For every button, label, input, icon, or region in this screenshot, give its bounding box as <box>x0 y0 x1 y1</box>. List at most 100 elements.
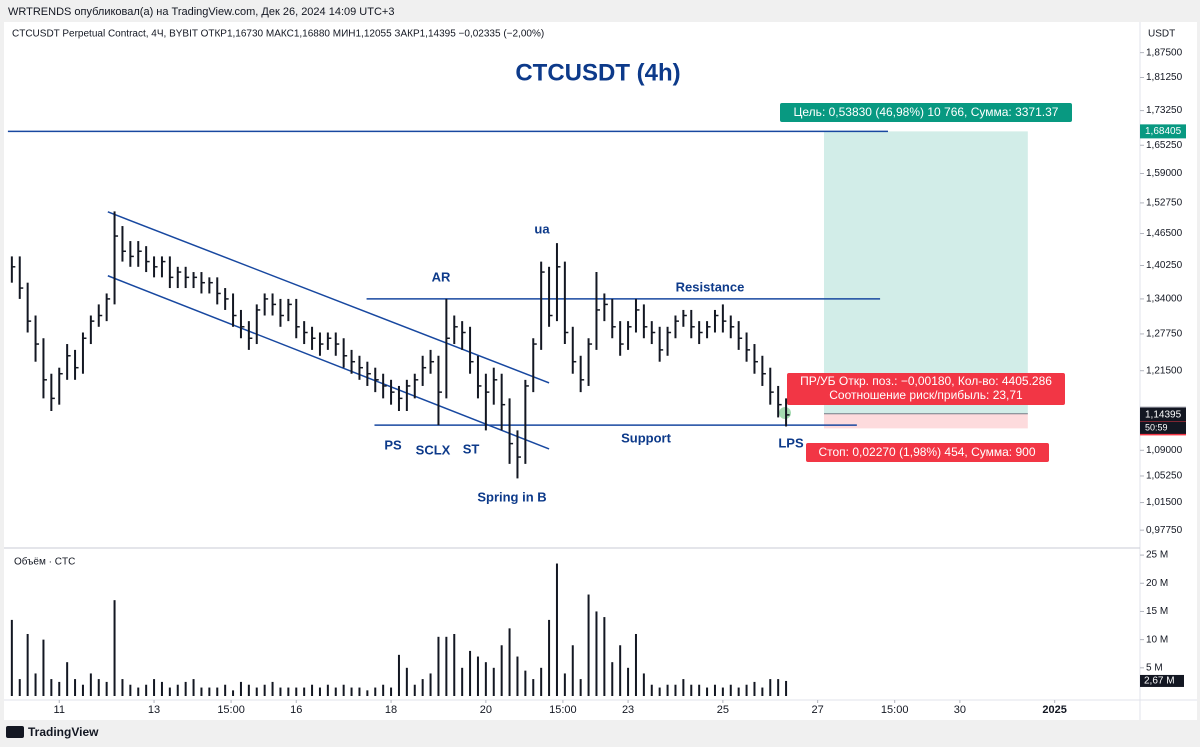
volume-bar <box>287 687 290 696</box>
volume-bar <box>239 681 242 696</box>
volume-bar <box>555 563 558 696</box>
volume-bar <box>74 679 77 696</box>
volume-bar <box>706 687 709 696</box>
volume-bar <box>405 667 408 696</box>
y-tick-label: 1,05250 <box>1146 471 1183 482</box>
volume-bar <box>595 611 598 696</box>
volume-bar <box>516 656 519 696</box>
label: Resistance <box>676 279 745 294</box>
volume-bar <box>698 684 701 696</box>
marker <box>779 407 791 419</box>
volume-bar <box>445 636 448 696</box>
y-tick-label: 1,46500 <box>1146 228 1183 239</box>
volume-bar <box>437 636 440 696</box>
volume-bar <box>295 687 298 696</box>
volume-bar <box>476 656 479 696</box>
volume-bar <box>524 670 527 696</box>
price-tag-label: 1,68405 <box>1145 126 1182 137</box>
stop-box <box>806 443 1049 462</box>
volume-bar <box>271 681 274 696</box>
volume-bar <box>579 679 582 696</box>
volume-bar <box>634 633 637 696</box>
y-tick-label: 1,09000 <box>1146 445 1183 456</box>
volume-bar <box>89 673 92 696</box>
volume-bar <box>34 673 37 696</box>
label: LPS <box>778 435 804 450</box>
x-tick-label: 20 <box>480 704 492 716</box>
volume-bar <box>413 684 416 696</box>
volume-bar <box>216 687 219 696</box>
stop-text: Стоп: 0,02270 (1,98%) 454, Сумма: 900 <box>818 445 1035 459</box>
pnl-box <box>787 373 1065 405</box>
trend-line <box>107 275 550 450</box>
y-tick-label: 1,27750 <box>1146 329 1183 340</box>
volume-bar <box>666 684 669 696</box>
countdown: 50:59 <box>1145 422 1168 432</box>
volume-bar <box>97 679 100 696</box>
volume-bar <box>105 681 108 696</box>
volume-bar <box>168 687 171 696</box>
volume-bar <box>342 684 345 696</box>
x-tick-label: 13 <box>148 704 160 716</box>
volume-bar <box>129 684 132 696</box>
volume-bar <box>769 679 772 696</box>
volume-bar <box>603 617 606 696</box>
volume-bar <box>461 667 464 696</box>
volume-bar <box>350 687 353 696</box>
v-tick-label: 5 M <box>1146 662 1163 673</box>
x-tick-label: 25 <box>717 704 729 716</box>
footer: TradingView <box>28 725 99 739</box>
label: AR <box>432 269 451 284</box>
publisher: WRTRENDS опубликовал(а) на TradingView.c… <box>8 6 394 18</box>
volume-bar <box>611 662 614 696</box>
volume-bar <box>192 679 195 696</box>
y-tick-label: 0,97750 <box>1146 525 1183 536</box>
label: ST <box>463 441 480 456</box>
volume-bar <box>263 684 266 696</box>
volume-bar <box>785 680 788 696</box>
volume-title: Объём · CTC <box>14 556 75 568</box>
price-tag <box>1140 407 1186 422</box>
volume-bar <box>224 684 227 696</box>
x-tick-label: 2025 <box>1042 704 1066 716</box>
volume-bar <box>587 594 590 696</box>
countdown-box <box>1140 421 1186 434</box>
y-tick-label: 1,40250 <box>1146 260 1183 271</box>
x-tick-label: 15:00 <box>217 704 245 716</box>
volume-bar <box>453 633 456 696</box>
volume-bar <box>42 639 45 696</box>
volume-bar <box>532 679 535 696</box>
label: Spring in B <box>477 489 546 504</box>
volume-bar <box>334 687 337 696</box>
volume-bar <box>563 673 566 696</box>
volume-bar <box>658 687 661 696</box>
volume-bar <box>500 645 503 696</box>
y-tick-label: 1,87500 <box>1146 47 1183 58</box>
price-tag-label: 1,14395 <box>1145 410 1182 421</box>
volume-bar <box>374 687 377 696</box>
currency: USDT <box>1148 29 1175 40</box>
volume-bar <box>721 687 724 696</box>
volume-bar <box>137 687 140 696</box>
volume-bar <box>50 679 53 696</box>
volume-bar <box>208 687 211 696</box>
chart-panel <box>4 22 1197 720</box>
volume-bar <box>492 667 495 696</box>
volume-bar <box>18 679 21 696</box>
volume-bar <box>153 679 156 696</box>
volume-bar <box>713 684 716 696</box>
y-tick-label: 1,34000 <box>1146 294 1183 305</box>
label: PS <box>384 437 402 452</box>
target-box <box>780 103 1072 122</box>
volume-tag <box>1140 674 1184 687</box>
volume-bar <box>113 600 116 696</box>
volume-bar <box>184 681 187 696</box>
volume-bar <box>674 684 677 696</box>
volume-bar <box>26 633 29 696</box>
volume-bar <box>311 684 314 696</box>
volume-bar <box>58 681 61 696</box>
volume-bar <box>255 687 258 696</box>
volume-bar <box>690 684 693 696</box>
target-text: Цель: 0,53830 (46,98%) 10 766, Сумма: 33… <box>794 105 1059 119</box>
